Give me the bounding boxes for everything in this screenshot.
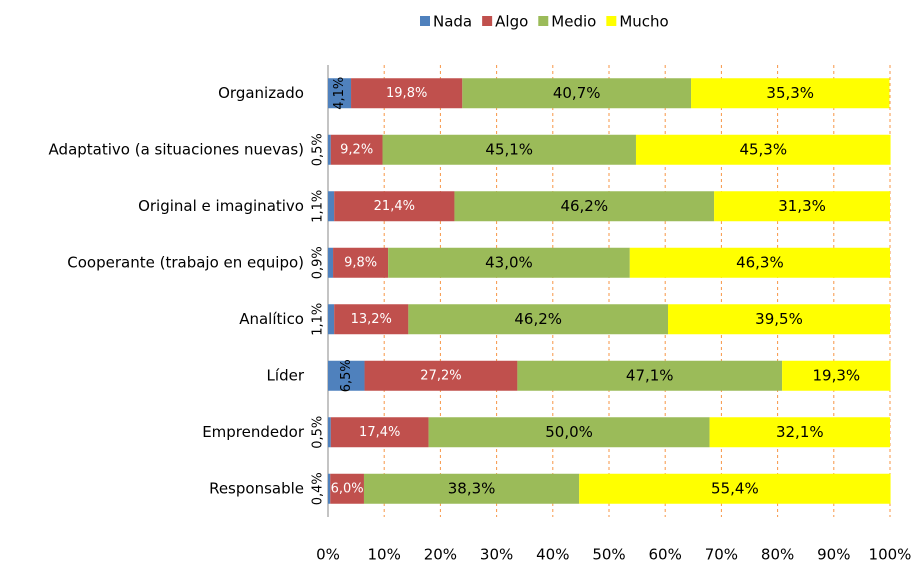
data-label: 1,1% <box>311 190 326 223</box>
legend-label: Medio <box>551 13 596 31</box>
data-label: 40,7% <box>553 84 601 102</box>
y-tick-label: Analítico <box>239 310 304 328</box>
data-label: 39,5% <box>755 310 803 328</box>
y-tick-label: Emprendedor <box>202 423 305 441</box>
data-label: 1,1% <box>311 303 326 336</box>
data-label: 45,3% <box>739 140 787 158</box>
data-label: 19,3% <box>813 366 861 384</box>
bar-segment <box>579 473 891 504</box>
bar-segment <box>334 191 455 222</box>
legend-swatch <box>538 16 549 26</box>
x-tick-label: 40% <box>536 546 569 564</box>
data-label: 55,4% <box>711 479 759 497</box>
x-tick-label: 60% <box>649 546 682 564</box>
bar-segment <box>328 78 352 109</box>
y-tick-label: Líder <box>267 366 305 384</box>
bar-segment <box>382 134 636 165</box>
legend-label: Nada <box>433 13 472 31</box>
bar-segment <box>517 360 783 391</box>
data-label: 0,5% <box>311 133 326 166</box>
data-label: 27,2% <box>420 368 461 383</box>
data-label: 31,3% <box>778 197 826 215</box>
bar-segment <box>629 247 890 278</box>
data-label: 13,2% <box>351 312 392 327</box>
data-label: 0,4% <box>311 472 326 505</box>
data-label: 47,1% <box>626 366 674 384</box>
bar-segment <box>333 247 389 278</box>
bar-segment <box>328 304 335 335</box>
bar-segment <box>328 417 331 448</box>
x-tick-label: 50% <box>592 546 625 564</box>
bar-segment <box>714 191 890 222</box>
x-tick-label: 90% <box>817 546 850 564</box>
y-tick-label: Responsable <box>209 479 304 497</box>
data-label: 4,1% <box>332 77 347 110</box>
bar-segment <box>328 360 365 391</box>
data-label: 46,2% <box>514 310 562 328</box>
bar-segment <box>364 360 518 391</box>
bar-segment <box>782 360 891 391</box>
bar-segment <box>709 417 890 448</box>
bar-segment <box>328 134 331 165</box>
bar-segment <box>330 134 383 165</box>
x-tick-label: 100% <box>869 546 912 564</box>
y-tick-label: Original e imaginativo <box>138 197 304 215</box>
data-label: 0,9% <box>311 246 326 279</box>
data-label: 17,4% <box>359 425 400 440</box>
y-tick-label: Cooperante (trabajo en equipo) <box>67 253 304 271</box>
bar-segment <box>334 304 409 335</box>
bar-segment <box>351 78 463 109</box>
bar-segment <box>328 247 334 278</box>
x-tick-label: 30% <box>480 546 513 564</box>
legend-swatch <box>606 16 617 26</box>
legend-label: Algo <box>495 13 528 31</box>
data-label: 19,8% <box>386 86 427 101</box>
x-tick-label: 80% <box>761 546 794 564</box>
bar-segment <box>635 134 891 165</box>
data-label: 35,3% <box>766 84 814 102</box>
data-label: 38,3% <box>448 479 496 497</box>
bar-segment <box>328 473 331 504</box>
data-label: 43,0% <box>485 253 533 271</box>
data-label: 21,4% <box>374 199 415 214</box>
data-label: 6,0% <box>331 481 364 496</box>
data-label: 6,5% <box>339 359 354 392</box>
bar-segment <box>328 191 335 222</box>
data-label: 50,0% <box>545 423 593 441</box>
legend-label: Mucho <box>619 13 668 31</box>
y-tick-label: Organizado <box>218 84 304 102</box>
bar-segment <box>462 78 692 109</box>
bar-segment <box>668 304 890 335</box>
bar-segment <box>691 78 890 109</box>
bar-segment <box>363 473 580 504</box>
bar-segment <box>330 473 364 504</box>
bar-segment <box>454 191 715 222</box>
x-tick-label: 10% <box>368 546 401 564</box>
x-tick-label: 20% <box>424 546 457 564</box>
bar-segment <box>428 417 710 448</box>
x-tick-label: 0% <box>316 546 340 564</box>
data-label: 46,2% <box>560 197 608 215</box>
bar-segment <box>408 304 669 335</box>
bar-segment <box>330 417 429 448</box>
data-label: 0,5% <box>311 416 326 449</box>
data-label: 9,2% <box>340 142 373 157</box>
bar-segment <box>388 247 630 278</box>
legend-swatch <box>420 16 430 26</box>
y-tick-label: Adaptativo (a situaciones nuevas) <box>49 140 304 158</box>
data-label: 32,1% <box>776 423 824 441</box>
data-label: 45,1% <box>485 140 533 158</box>
x-tick-label: 70% <box>705 546 738 564</box>
legend-swatch <box>482 16 493 26</box>
data-label: 46,3% <box>736 253 784 271</box>
data-label: 9,8% <box>344 255 377 270</box>
